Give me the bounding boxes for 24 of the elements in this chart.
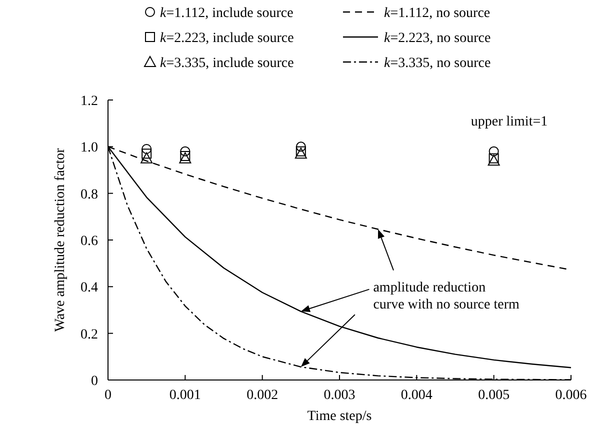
x-axis-title: Time step/s	[307, 409, 372, 424]
legend-label: k=2.223, include source	[160, 31, 294, 46]
x-tick-label: 0	[104, 388, 112, 403]
legend-label: k=1.112, no source	[384, 6, 490, 21]
legend-label: k=3.335, no source	[384, 56, 491, 71]
annotation: upper limit=1	[470, 114, 548, 130]
y-tick-label: 0	[91, 374, 98, 389]
x-tick-label: 0.005	[478, 388, 510, 403]
legend-label: k=2.223, no source	[384, 31, 491, 46]
legend-label: k=1.112, include source	[160, 6, 294, 21]
annotation: amplitude reduction curve with no source term	[373, 280, 520, 312]
x-tick-label: 0.002	[246, 388, 278, 403]
y-tick-label: 0.8	[80, 187, 98, 202]
x-tick-label: 0.003	[324, 388, 356, 403]
y-tick-label: 0.2	[80, 327, 98, 342]
x-tick-label: 0.006	[555, 388, 587, 403]
y-tick-label: 0.6	[80, 234, 98, 249]
y-tick-label: 1.2	[80, 94, 98, 109]
legend-label: k=3.335, include source	[160, 56, 294, 71]
y-axis-title: Wave amplitude reduction factor	[53, 148, 68, 332]
x-tick-label: 0.004	[400, 388, 432, 403]
y-tick-label: 1.0	[80, 140, 98, 156]
x-tick-label: 0.001	[169, 388, 201, 403]
y-tick-label: 0.4	[80, 280, 98, 296]
